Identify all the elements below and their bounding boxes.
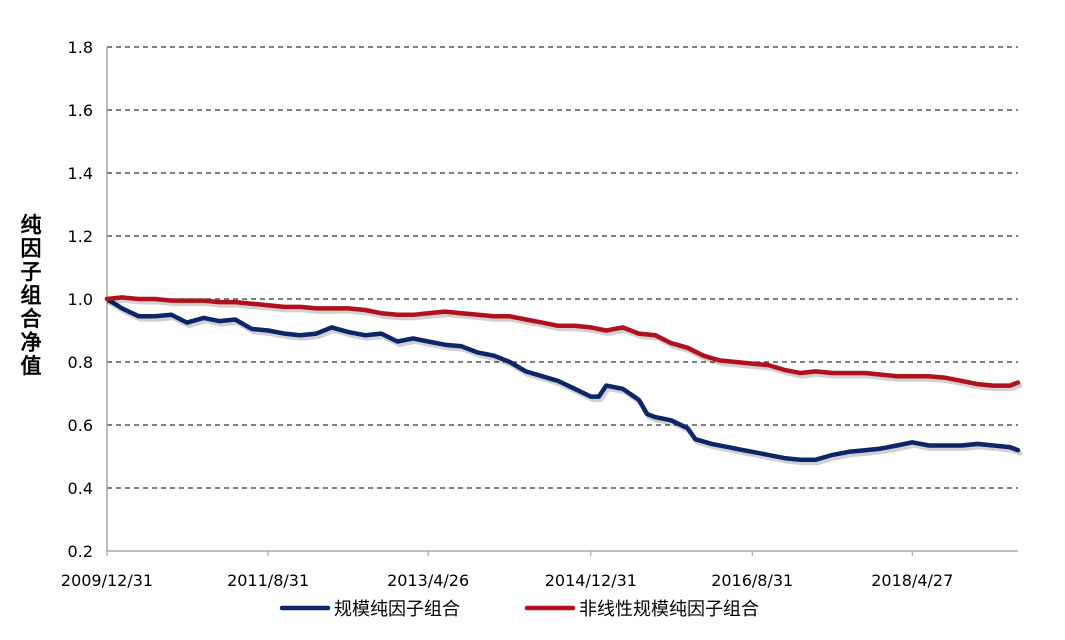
x-tick-label: 2013/4/26 (387, 571, 469, 590)
y-axis-label-char: 值 (21, 354, 42, 378)
y-tick-label: 1.6 (68, 101, 93, 120)
grid (107, 46, 1018, 489)
y-tick-label: 1.0 (68, 290, 93, 309)
y-axis-label-char: 净 (21, 331, 42, 355)
x-tick-label: 2009/12/31 (61, 571, 153, 590)
x-tick-label: 2011/8/31 (227, 571, 309, 590)
series-line-shadow (106, 297, 1023, 392)
y-tick-label: 1.8 (68, 38, 93, 57)
y-axis-label-char: 合 (21, 307, 43, 331)
series-line-1 (104, 296, 1021, 462)
y-tick-label: 1.4 (68, 164, 93, 183)
y-tick-label: 0.4 (68, 479, 93, 498)
axes: 0.2 0.4 0.6 0.8 1.0 1.2 1.4 1.6 1.8 2009/12/31 201… (61, 38, 1018, 590)
y-axis-label-char: 纯 (21, 213, 42, 237)
legend-label-1: 规模纯因子组合 (334, 599, 460, 620)
series-line-2 (104, 295, 1021, 388)
y-axis-label-char: 因 (21, 237, 42, 261)
y-tick-label: 0.2 (68, 542, 93, 561)
series (104, 295, 1023, 466)
y-axis-label-char: 组 (21, 284, 42, 308)
legend: 规模纯因子组合 非线性规模纯因子组合 (279, 599, 759, 620)
y-axis-label-char: 子 (21, 260, 42, 284)
legend-label-2: 非线性规模纯因子组合 (579, 599, 759, 620)
x-tick-label: 2018/4/27 (871, 571, 953, 590)
series-line-shadow (106, 299, 1023, 466)
y-tick-label: 0.6 (68, 416, 93, 435)
x-tick-label: 2016/8/31 (711, 571, 793, 590)
y-tick-label: 0.8 (68, 353, 93, 372)
x-tick-label: 2014/12/31 (545, 571, 637, 590)
y-tick-label: 1.2 (68, 227, 93, 246)
